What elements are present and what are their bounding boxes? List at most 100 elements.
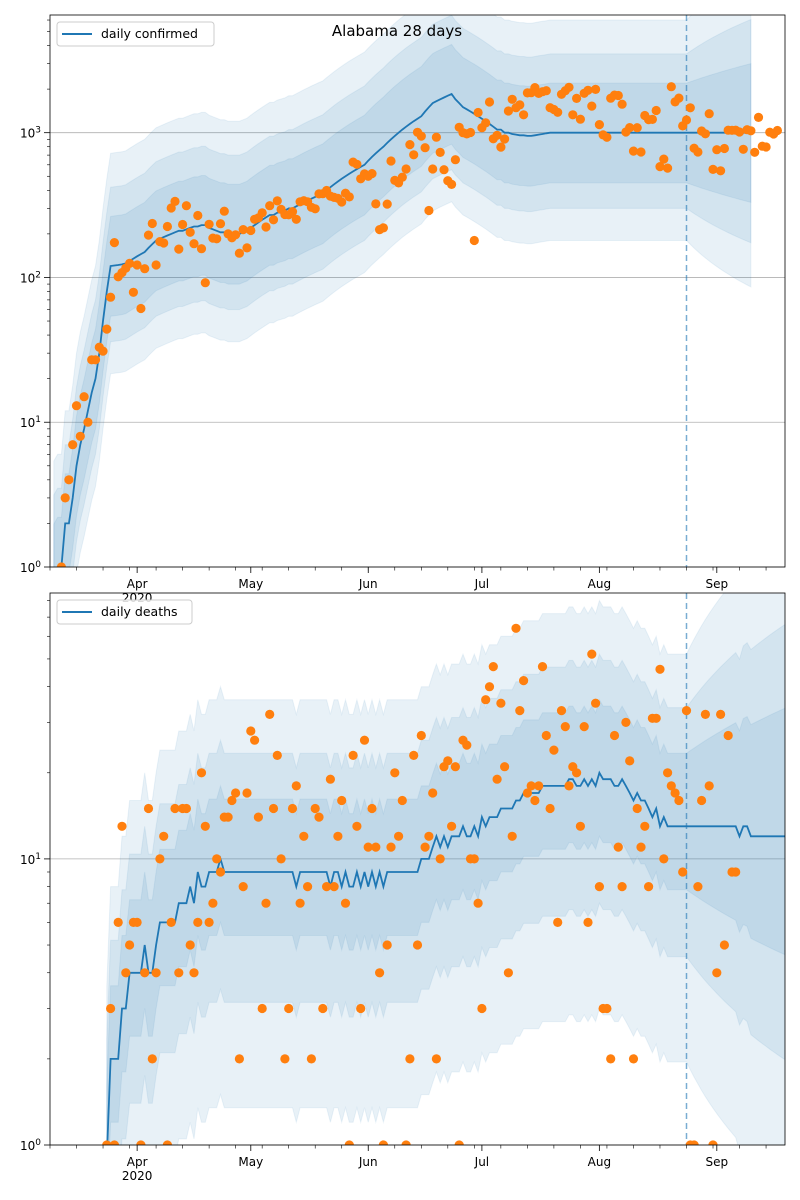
y-tick-label: 101 bbox=[20, 852, 41, 867]
x-tick-label: Apr bbox=[127, 577, 148, 591]
y-tick-label: 100 bbox=[20, 560, 41, 575]
observed-point bbox=[651, 105, 661, 116]
observed-point bbox=[526, 781, 536, 791]
observed-point bbox=[477, 1003, 487, 1014]
observed-point bbox=[193, 917, 203, 928]
observed-point bbox=[189, 968, 199, 978]
observed-point bbox=[700, 709, 711, 720]
observed-point bbox=[329, 882, 339, 892]
observed-point bbox=[420, 842, 430, 852]
observed-point bbox=[68, 440, 78, 450]
observed-point bbox=[424, 205, 434, 216]
observed-point bbox=[632, 123, 642, 133]
observed-point bbox=[750, 147, 760, 157]
observed-point bbox=[246, 726, 256, 736]
observed-point bbox=[223, 812, 233, 822]
observed-point bbox=[537, 662, 548, 672]
observed-point bbox=[674, 93, 684, 103]
observed-point bbox=[712, 145, 722, 155]
observed-point bbox=[666, 82, 676, 92]
observed-point bbox=[382, 940, 392, 950]
observed-point bbox=[420, 143, 430, 153]
observed-point bbox=[545, 803, 555, 814]
observed-point bbox=[246, 225, 256, 236]
observed-point bbox=[583, 917, 593, 928]
observed-point bbox=[663, 768, 673, 778]
observed-point bbox=[159, 831, 169, 841]
observed-point bbox=[397, 172, 407, 182]
observed-point bbox=[212, 854, 222, 864]
y-axis: 100 101 102 103 bbox=[20, 19, 50, 575]
observed-point bbox=[625, 756, 635, 766]
observed-point bbox=[268, 215, 279, 225]
observed-point bbox=[685, 103, 695, 113]
observed-point bbox=[394, 831, 404, 841]
observed-point bbox=[640, 821, 650, 831]
observed-point bbox=[492, 774, 502, 784]
observed-point bbox=[147, 1054, 157, 1064]
observed-point bbox=[488, 662, 498, 672]
median-line bbox=[56, 92, 751, 567]
x-tick-label: May bbox=[238, 1155, 263, 1169]
observed-point bbox=[609, 730, 620, 741]
observed-point bbox=[337, 795, 347, 806]
observed-point bbox=[553, 107, 563, 117]
observed-point bbox=[628, 146, 639, 156]
observed-point bbox=[405, 140, 415, 150]
observed-point bbox=[193, 210, 203, 221]
observed-point bbox=[719, 143, 730, 154]
observed-point bbox=[371, 842, 381, 852]
observed-point bbox=[291, 781, 301, 791]
observed-point bbox=[731, 867, 741, 877]
observed-point bbox=[397, 795, 407, 806]
observed-point bbox=[431, 132, 441, 142]
observed-point bbox=[761, 142, 771, 152]
observed-point bbox=[606, 1054, 616, 1064]
observed-point bbox=[655, 162, 665, 172]
observed-point bbox=[132, 917, 142, 928]
observed-point bbox=[716, 709, 726, 720]
legend-label: daily confirmed bbox=[101, 26, 198, 41]
observed-point bbox=[234, 248, 244, 258]
observed-point bbox=[484, 97, 495, 107]
observed-point bbox=[416, 131, 426, 141]
observed-point bbox=[481, 118, 491, 128]
observed-point bbox=[753, 112, 764, 122]
observed-point bbox=[465, 127, 476, 138]
observed-point bbox=[401, 164, 411, 174]
observed-point bbox=[174, 968, 184, 978]
observed-point bbox=[530, 795, 540, 806]
observed-point bbox=[632, 803, 642, 814]
observed-point bbox=[591, 84, 601, 94]
observed-point bbox=[181, 201, 191, 211]
observed-point bbox=[378, 223, 388, 233]
x-tick-label: May bbox=[238, 577, 263, 591]
observed-point bbox=[367, 169, 377, 179]
observed-point bbox=[647, 114, 658, 124]
observed-point bbox=[204, 917, 214, 928]
observed-point bbox=[515, 706, 525, 716]
observed-point bbox=[738, 144, 748, 154]
observed-point bbox=[280, 1054, 290, 1064]
observed-point bbox=[371, 199, 381, 209]
observed-point bbox=[352, 159, 362, 169]
observed-point bbox=[700, 129, 711, 139]
observed-point bbox=[678, 867, 688, 877]
uncertainty-bands bbox=[53, 15, 752, 567]
observed-point bbox=[303, 882, 313, 892]
observed-points bbox=[56, 82, 783, 567]
observed-point bbox=[310, 204, 320, 214]
observed-point bbox=[651, 713, 661, 723]
observed-point bbox=[439, 165, 449, 175]
observed-point bbox=[560, 722, 570, 732]
uncertainty-band bbox=[53, 43, 752, 567]
observed-point bbox=[628, 1054, 639, 1064]
observed-point bbox=[500, 762, 510, 772]
observed-point bbox=[181, 803, 191, 814]
observed-point bbox=[276, 854, 286, 864]
observed-point bbox=[90, 355, 101, 365]
observed-point bbox=[151, 968, 161, 978]
observed-point bbox=[378, 1140, 388, 1145]
